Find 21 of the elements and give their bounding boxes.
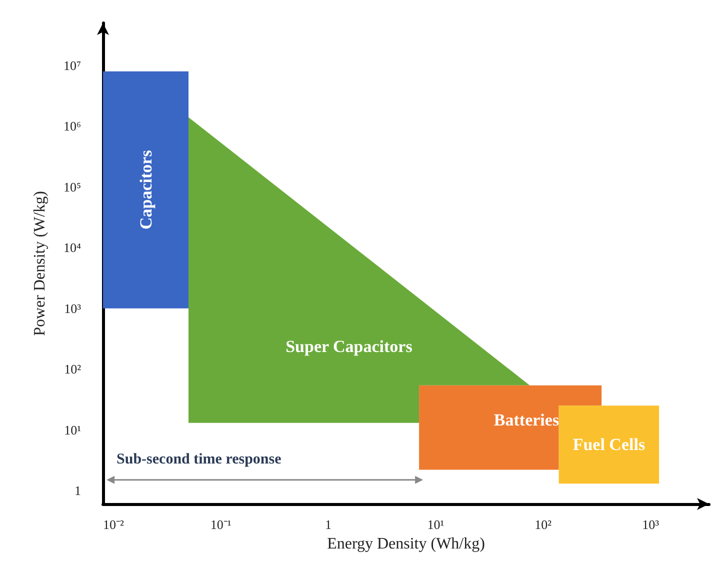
series-label: Batteries [494, 410, 560, 430]
x-tick-label: 10¹ [427, 517, 444, 532]
x-tick-label: 10⁻¹ [210, 517, 232, 532]
series-label: Capacitors [136, 150, 156, 230]
series-label: Fuel Cells [572, 435, 646, 454]
y-tick-label: 10² [64, 362, 82, 377]
y-tick-label: 10¹ [64, 422, 82, 438]
x-tick-label: 10² [534, 517, 552, 532]
y-tick-label: 1 [74, 483, 81, 498]
y-tick-label: 10⁴ [63, 240, 82, 256]
annotation: Sub-second time response [116, 451, 282, 468]
x-tick-label: 10⁻² [102, 517, 124, 532]
series-label: Super Capacitors [286, 337, 413, 356]
y-axis-title: Power Density (W/kg) [32, 191, 48, 336]
y-tick-label: 10⁷ [63, 58, 81, 73]
y-tick-label: 10⁵ [63, 179, 81, 194]
y-tick-label: 10³ [64, 300, 82, 316]
x-tick-label: 10³ [642, 517, 660, 532]
x-tick-label: 1 [325, 517, 332, 532]
y-tick-label: 10⁶ [63, 118, 81, 134]
x-axis-title: Energy Density (Wh/kg) [327, 535, 485, 552]
